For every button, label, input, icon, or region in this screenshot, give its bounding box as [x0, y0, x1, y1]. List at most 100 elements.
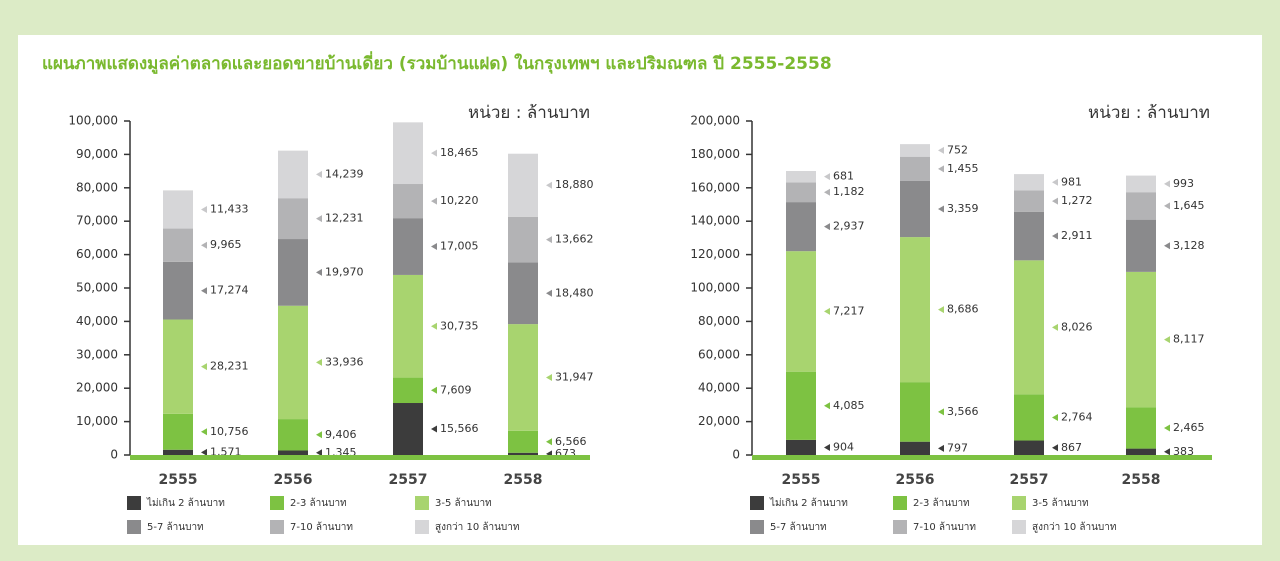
- bar-segment: [508, 452, 538, 455]
- label-pointer: [201, 205, 207, 213]
- data-label: 1,645: [1173, 199, 1205, 212]
- x-tick-label: 2556: [896, 472, 935, 488]
- label-pointer: [824, 223, 830, 231]
- data-label: 17,274: [210, 284, 249, 297]
- label-pointer: [824, 173, 830, 181]
- data-label: 15,566: [440, 422, 479, 435]
- data-label: 9,406: [325, 428, 357, 441]
- y-tick-label: 160,000: [690, 180, 740, 194]
- label-pointer: [1164, 202, 1170, 210]
- y-tick-label: 20,000: [76, 381, 118, 395]
- x-tick-label: 2555: [159, 472, 198, 488]
- legend-label: 2-3 ล้านบาท: [290, 497, 347, 509]
- data-label: 8,686: [947, 303, 979, 316]
- data-label: 4,085: [833, 399, 865, 412]
- bar-segment: [786, 202, 816, 252]
- data-label: 28,231: [210, 360, 249, 373]
- label-pointer: [1052, 444, 1058, 452]
- x-tick-label: 2555: [782, 472, 821, 488]
- data-label: 31,947: [555, 370, 594, 383]
- legend-label: 2-3 ล้านบาท: [913, 497, 970, 509]
- data-label: 13,662: [555, 233, 594, 246]
- data-label: 2,937: [833, 220, 865, 233]
- data-label: 9,965: [210, 238, 242, 251]
- bar-segment: [1014, 394, 1044, 441]
- bar-segment: [278, 419, 308, 451]
- bar-segment: [786, 251, 816, 372]
- bar-segment: [786, 170, 816, 183]
- label-pointer: [1164, 448, 1170, 456]
- bar-segment: [278, 198, 308, 240]
- bar-segment: [900, 180, 930, 238]
- legend-label: 5-7 ล้านบาท: [147, 521, 204, 533]
- data-label: 7,609: [440, 383, 472, 396]
- legend-swatch: [750, 496, 764, 510]
- label-pointer: [431, 425, 437, 433]
- bar-segment: [786, 182, 816, 203]
- bar-segment: [1014, 211, 1044, 261]
- label-pointer: [938, 408, 944, 416]
- label-pointer: [938, 146, 944, 154]
- baseline: [130, 455, 590, 460]
- legend-swatch: [270, 520, 284, 534]
- legend-swatch: [1012, 520, 1026, 534]
- x-tick-label: 2556: [274, 472, 313, 488]
- data-label: 6,566: [555, 435, 587, 448]
- bar-segment: [278, 239, 308, 306]
- label-pointer: [546, 181, 552, 189]
- label-pointer: [316, 431, 322, 439]
- data-label: 797: [947, 441, 968, 454]
- x-tick-label: 2558: [1122, 472, 1161, 488]
- label-pointer: [1052, 197, 1058, 205]
- bar-segment: [1126, 175, 1156, 193]
- data-label: 30,735: [440, 319, 479, 332]
- label-pointer: [1052, 323, 1058, 331]
- y-tick-label: 40,000: [698, 381, 740, 395]
- data-label: 993: [1173, 177, 1194, 190]
- bar-segment: [900, 382, 930, 442]
- bar-segment: [508, 216, 538, 263]
- label-pointer: [201, 363, 207, 371]
- label-pointer: [1052, 232, 1058, 240]
- label-pointer: [431, 322, 437, 330]
- label-pointer: [824, 307, 830, 315]
- bar-segment: [163, 413, 193, 450]
- label-pointer: [1164, 180, 1170, 188]
- bar-segment: [393, 184, 423, 219]
- label-pointer: [201, 241, 207, 249]
- data-label: 17,005: [440, 240, 479, 253]
- data-label: 3,128: [1173, 239, 1205, 252]
- bar-segment: [900, 441, 930, 455]
- bar-segment: [900, 144, 930, 157]
- label-pointer: [546, 289, 552, 297]
- bar-segment: [163, 228, 193, 262]
- data-label: 18,465: [440, 146, 479, 159]
- bar-segment: [393, 218, 423, 275]
- label-pointer: [1052, 413, 1058, 421]
- bar-segment: [1014, 440, 1044, 455]
- bar-segment: [786, 371, 816, 440]
- data-label: 1,455: [947, 162, 979, 175]
- data-label: 19,970: [325, 265, 364, 278]
- legend-swatch: [415, 496, 429, 510]
- data-label: 14,239: [325, 167, 364, 180]
- legend-label: 7-10 ล้านบาท: [913, 521, 976, 533]
- data-label: 18,880: [555, 178, 594, 191]
- label-pointer: [938, 444, 944, 452]
- bar-segment: [163, 449, 193, 455]
- bar-segment: [508, 324, 538, 431]
- bar-segment: [508, 153, 538, 217]
- label-pointer: [938, 165, 944, 173]
- legend-swatch: [127, 496, 141, 510]
- data-label: 1,182: [833, 185, 865, 198]
- data-label: 752: [947, 143, 968, 156]
- x-tick-label: 2557: [1010, 472, 1049, 488]
- label-pointer: [431, 149, 437, 157]
- bar-segment: [163, 261, 193, 320]
- legend-label: สูงกว่า 10 ล้านบาท: [1032, 521, 1117, 533]
- legend-swatch: [893, 496, 907, 510]
- data-label: 18,480: [555, 286, 594, 299]
- data-label: 7,217: [833, 304, 865, 317]
- data-label: 10,220: [440, 194, 479, 207]
- label-pointer: [938, 205, 944, 213]
